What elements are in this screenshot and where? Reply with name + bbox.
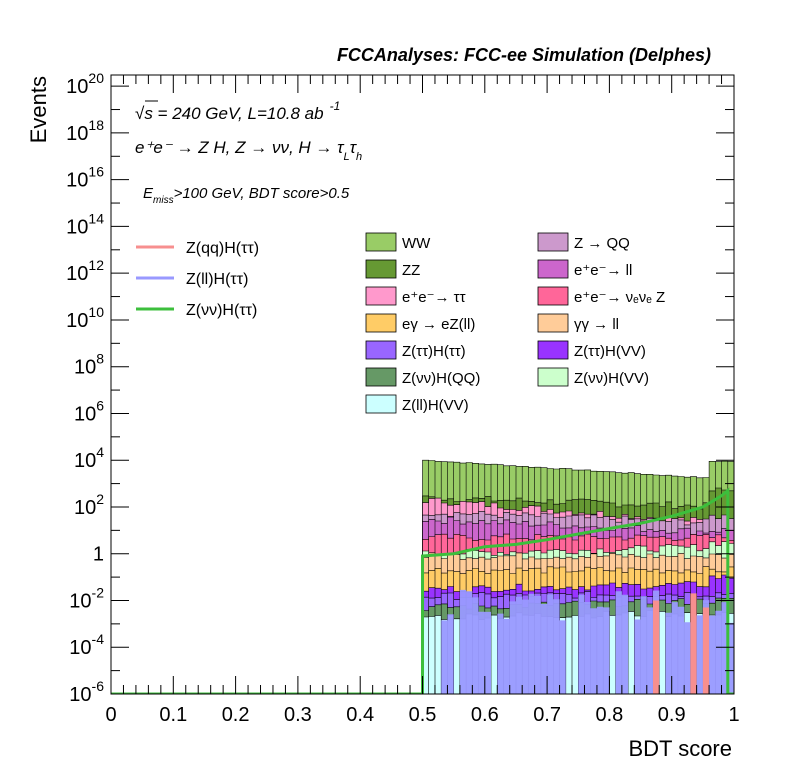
y-tick-label: 1012 (66, 257, 104, 285)
legend-stack-swatch (537, 286, 569, 306)
y-tick-label: 10-2 (69, 584, 104, 612)
legend-line-label: Z(ll)H(ττ) (186, 271, 248, 288)
legend-stack-label: Z(νν)H(VV) (574, 370, 649, 387)
y-tick-label: 1016 (66, 164, 104, 192)
legend-stack-label: Z(νν)H(QQ) (402, 370, 480, 387)
legend-stack-swatch (365, 232, 397, 252)
axes: 0 0.1 0.2 0.3 0.4 0.5 0.6 0.7 0.8 0.9 1 1020 1018 101… (66, 70, 739, 726)
x-tick-label: 0.2 (222, 704, 250, 726)
legend-stack-label: WW (402, 235, 431, 252)
legend-stack-swatch (537, 340, 569, 360)
process-annotation: e⁺e⁻ → Z H, Z → νν, H → τLτh (135, 138, 362, 163)
legend-stack-swatch (537, 259, 569, 279)
signal-qq-histogram (653, 593, 710, 694)
signal-histograms (111, 487, 734, 694)
legend-stack-label: e⁺e⁻→ ττ (402, 289, 466, 306)
legend-stack-swatch (365, 340, 397, 360)
legend-stack-label: Z(ll)H(VV) (402, 397, 469, 414)
y-tick-label: 108 (74, 351, 104, 379)
signal-nunu-curve (111, 487, 734, 694)
x-tick-label: 0.6 (471, 704, 499, 726)
x-tick-label: 0.1 (159, 704, 187, 726)
annotations: √s = 240 GeV, L=10.8 ab -1 e⁺e⁻ → Z H, Z … (135, 99, 362, 206)
chart-title: FCCAnalyses: FCC-ee Simulation (Delphes) (337, 45, 711, 65)
x-tick-label: 0.3 (284, 704, 312, 726)
legend-line-label: Z(qq)H(ττ) (186, 240, 259, 257)
legend-stack-swatch (365, 367, 397, 387)
x-tick-label: 1 (728, 704, 739, 726)
x-axis-title: BDT score (628, 736, 732, 761)
legend-stack-label: Z → QQ (574, 235, 630, 252)
y-tick-label: 10-4 (69, 631, 104, 659)
signal-ll-histogram (441, 589, 734, 694)
legend-stack-label: Z(ττ)H(ττ) (402, 343, 466, 360)
background-legend: WW Z → QQ ZZ e⁺e⁻→ ll e⁺e⁻→ ττ e⁺e⁻→ νₑνₑ Z eγ… (365, 232, 665, 414)
legend-stack-swatch (365, 286, 397, 306)
y-tick-label: 104 (74, 444, 104, 472)
y-tick-label: 106 (74, 397, 104, 425)
legend-stack-label: e⁺e⁻→ ll (574, 262, 632, 279)
x-tick-label: 0.7 (533, 704, 561, 726)
legend-line-label: Z(νν)H(ττ) (186, 302, 257, 319)
y-tick-label: 1020 (66, 70, 104, 98)
legend-stack-swatch (537, 367, 569, 387)
legend-stack-label: e⁺e⁻→ νₑνₑ Z (574, 289, 665, 306)
y-axis-title: Events (26, 76, 51, 143)
legend-stack-swatch (365, 394, 397, 414)
selection-annotation: Emiss>100 GeV, BDT score>0.5 (143, 185, 350, 206)
y-tick-label: 102 (74, 491, 104, 519)
legend-stack-swatch (537, 232, 569, 252)
legend-stack-label: eγ → eZ(ll) (402, 316, 475, 333)
y-tick-label: 1 (93, 544, 104, 566)
energy-annotation: √s = 240 GeV, L=10.8 ab -1 (135, 99, 340, 123)
y-tick-label: 1010 (66, 304, 104, 332)
y-tick-label: 10-6 (69, 678, 104, 706)
y-tick-label: 1014 (66, 210, 104, 238)
legend-stack-swatch (365, 313, 397, 333)
y-tick-label: 1018 (66, 117, 104, 145)
x-tick-label: 0.9 (658, 704, 686, 726)
x-tick-label: 0.4 (346, 704, 374, 726)
x-tick-label: 0.5 (409, 704, 437, 726)
legend-stack-label: γγ → ll (574, 316, 619, 333)
legend-stack-swatch (537, 313, 569, 333)
x-tick-label: 0 (105, 704, 116, 726)
signal-legend: Z(qq)H(ττ) Z(ll)H(ττ) Z(νν)H(ττ) (136, 240, 259, 319)
legend-stack-label: ZZ (402, 262, 420, 279)
legend-stack-swatch (365, 259, 397, 279)
x-tick-label: 0.8 (595, 704, 623, 726)
legend-stack-label: Z(ττ)H(VV) (574, 343, 646, 360)
